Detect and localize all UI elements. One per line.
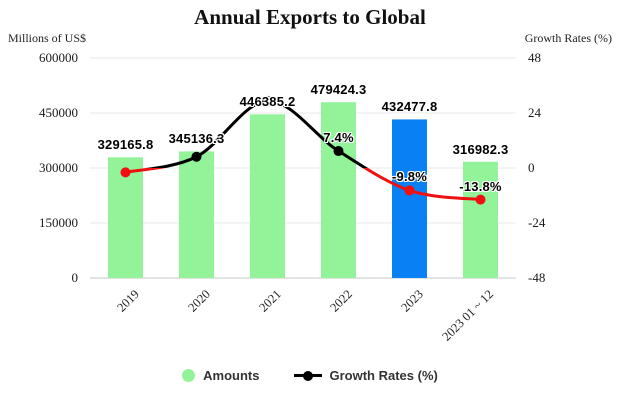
- legend-label-amounts: Amounts: [203, 368, 260, 383]
- growth-point-2019[interactable]: [120, 167, 131, 178]
- left-axis-tick: 0: [71, 270, 79, 285]
- growth-legend-marker-icon: [293, 369, 322, 382]
- legend-item-growth-rates[interactable]: Growth Rates (%): [293, 368, 438, 383]
- bar-2022[interactable]: [321, 102, 356, 278]
- growth-label: -9.8%: [392, 169, 427, 185]
- amount-label: 345136.3: [168, 131, 225, 147]
- bar-2020[interactable]: [179, 151, 214, 278]
- right-axis-tick: -24: [528, 215, 546, 230]
- left-axis-tick: 150000: [39, 215, 78, 230]
- left-axis-tick: 450000: [39, 105, 78, 120]
- legend: Amounts Growth Rates (%): [0, 368, 620, 383]
- bar-2023[interactable]: [392, 119, 427, 278]
- chart-title: Annual Exports to Global: [194, 5, 426, 29]
- bar-2021[interactable]: [250, 114, 285, 278]
- growth-point-2020[interactable]: [191, 151, 202, 162]
- left-axis-tick: 600000: [39, 50, 78, 65]
- bar-2019[interactable]: [108, 157, 143, 278]
- left-axis-tick: 300000: [39, 160, 78, 175]
- right-axis-tick: 0: [528, 160, 535, 175]
- amount-label: 446385.2: [239, 94, 296, 110]
- amount-label: 479424.3: [310, 82, 367, 98]
- legend-item-amounts[interactable]: Amounts: [182, 368, 260, 383]
- growth-point-2021[interactable]: [262, 95, 273, 106]
- bar-2023-01-12[interactable]: [463, 161, 498, 278]
- amounts-legend-marker-icon: [182, 369, 196, 382]
- growth-label: 7.4%: [323, 130, 354, 146]
- growth-point-2022[interactable]: [333, 146, 344, 157]
- amount-label: 316982.3: [452, 141, 509, 157]
- growth-point-2023-01-12[interactable]: [475, 194, 486, 205]
- right-axis-tick: 24: [528, 105, 541, 120]
- right-axis-title: Growth Rates (%): [524, 31, 612, 45]
- growth-label: -13.8%: [459, 178, 502, 194]
- growth-point-2023[interactable]: [404, 185, 415, 196]
- right-axis-tick: 48: [528, 50, 541, 65]
- left-axis-title: Millions of US$: [8, 31, 87, 45]
- growth-line-negative: [125, 168, 481, 202]
- amount-label: 432477.8: [381, 99, 438, 115]
- legend-label-growth-rates: Growth Rates (%): [329, 368, 438, 383]
- right-axis-tick: -48: [528, 270, 546, 285]
- amount-label: 329165.8: [97, 137, 154, 153]
- growth-line-positive: [146, 99, 369, 168]
